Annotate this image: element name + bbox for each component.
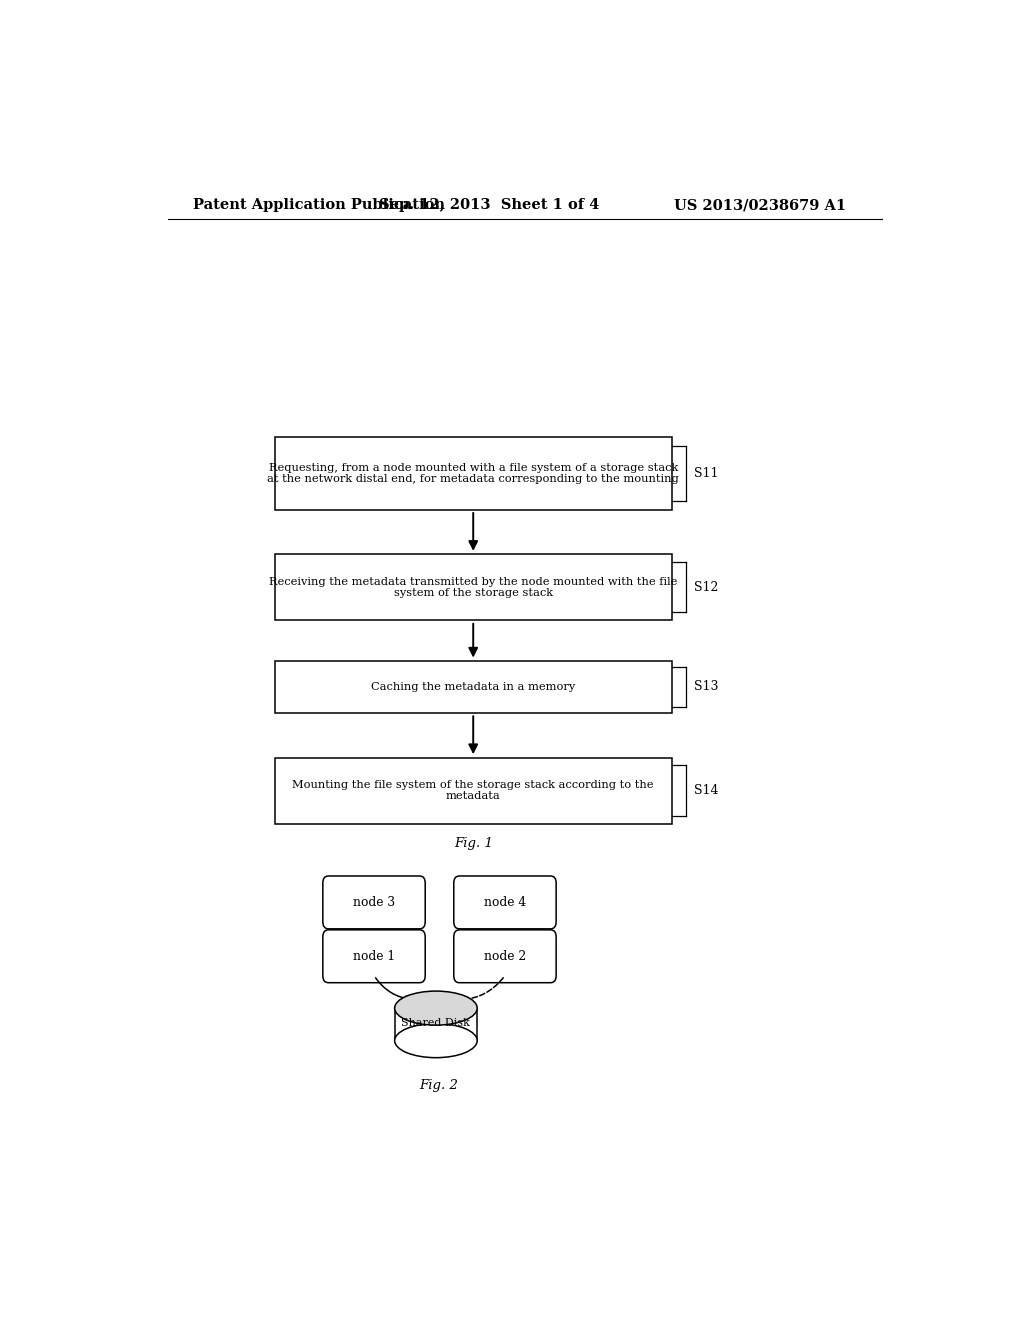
FancyBboxPatch shape [323, 929, 425, 982]
FancyBboxPatch shape [454, 876, 556, 929]
Text: Fig. 2: Fig. 2 [420, 1078, 459, 1092]
Text: Sep. 12, 2013  Sheet 1 of 4: Sep. 12, 2013 Sheet 1 of 4 [379, 198, 599, 213]
Text: node 3: node 3 [353, 896, 395, 909]
FancyBboxPatch shape [323, 876, 425, 929]
Text: Receiving the metadata transmitted by the node mounted with the file
system of t: Receiving the metadata transmitted by th… [269, 577, 678, 598]
Text: S11: S11 [694, 467, 719, 480]
FancyBboxPatch shape [394, 1008, 477, 1040]
Text: node 4: node 4 [483, 896, 526, 909]
Ellipse shape [394, 991, 477, 1026]
FancyBboxPatch shape [274, 554, 672, 620]
Text: S14: S14 [694, 784, 719, 797]
Text: node 1: node 1 [353, 950, 395, 962]
FancyBboxPatch shape [274, 437, 672, 510]
FancyBboxPatch shape [274, 660, 672, 713]
FancyBboxPatch shape [274, 758, 672, 824]
Text: Fig. 1: Fig. 1 [454, 837, 493, 850]
Text: S13: S13 [694, 680, 719, 693]
Text: S12: S12 [694, 581, 718, 594]
Text: Patent Application Publication: Patent Application Publication [194, 198, 445, 213]
Text: Shared Disk: Shared Disk [401, 1018, 470, 1028]
Ellipse shape [394, 1023, 477, 1057]
Text: Caching the metadata in a memory: Caching the metadata in a memory [371, 682, 575, 692]
Text: Requesting, from a node mounted with a file system of a storage stack
at the net: Requesting, from a node mounted with a f… [267, 463, 679, 484]
Text: Mounting the file system of the storage stack according to the
metadata: Mounting the file system of the storage … [293, 780, 654, 801]
FancyBboxPatch shape [454, 929, 556, 982]
Text: node 2: node 2 [483, 950, 526, 962]
Text: US 2013/0238679 A1: US 2013/0238679 A1 [674, 198, 846, 213]
